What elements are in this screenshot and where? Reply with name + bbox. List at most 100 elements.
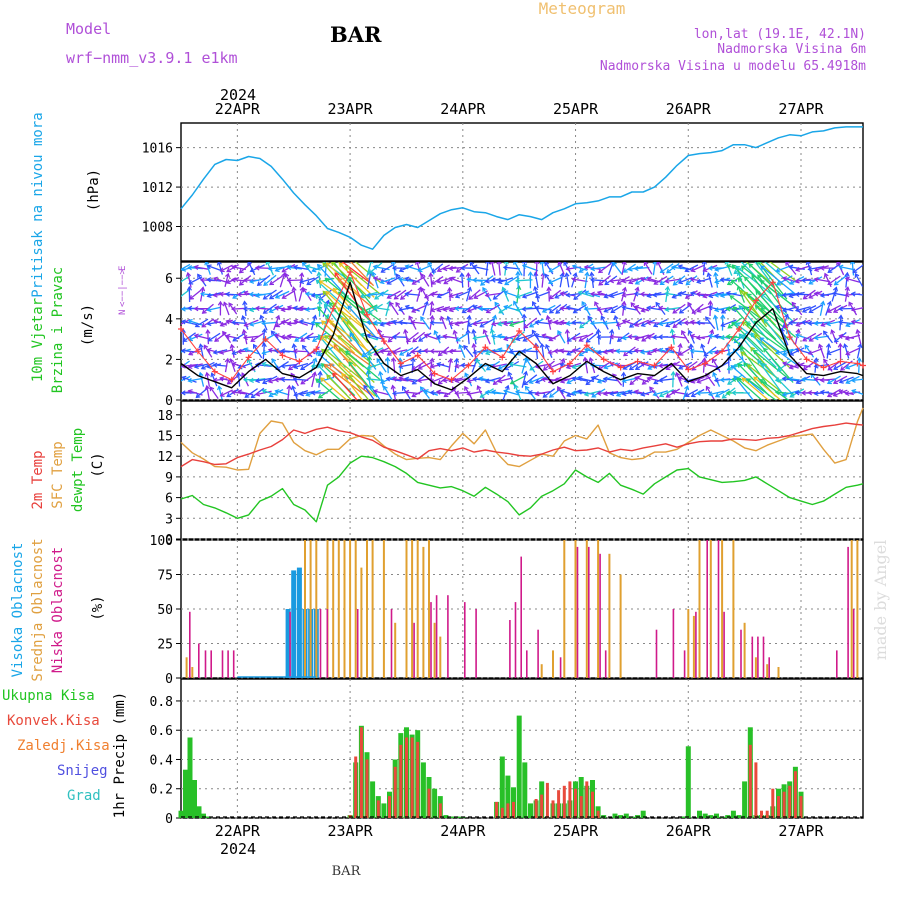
total-precip-bar (612, 813, 618, 818)
wind-arrow-head (658, 377, 664, 383)
wind-arrow (671, 390, 687, 395)
total-precip-bar (178, 810, 184, 818)
wind-arrow (827, 304, 842, 313)
wind-arrow-head (404, 304, 410, 310)
wind-arrow-head (819, 377, 825, 383)
wind-arrow-head (838, 264, 844, 270)
wind-arrow-head (219, 392, 225, 397)
wind-arrow-head (596, 378, 602, 384)
wind-arrow-head (633, 348, 639, 354)
wind-arrow (181, 375, 191, 382)
wind-arrow-head (522, 337, 528, 342)
wind-arrow-head (845, 379, 851, 384)
wind-arrow-head (850, 319, 856, 325)
wind-arrow-head (186, 285, 192, 291)
wind-arrow (591, 376, 607, 383)
wind-arrow-head (222, 330, 227, 336)
wind-arrow-head (621, 391, 627, 397)
low-cloud-bar (435, 595, 438, 678)
wind-arrow-head (726, 263, 732, 269)
conv-precip-bar (388, 796, 391, 818)
wind-arrow (320, 335, 357, 367)
day-label-bottom: 26APR (666, 822, 712, 840)
wind-arrow-head (332, 287, 338, 293)
wind-arrow-head (571, 390, 577, 396)
wind-arrow-head (324, 335, 330, 340)
wind-arrow-head (485, 365, 491, 371)
wind-arrow (735, 323, 772, 352)
wind-arrow-head (417, 364, 423, 370)
wind-arrow (543, 388, 556, 398)
wind-arrow (466, 315, 471, 330)
wind-arrow-head (417, 267, 423, 273)
wind-arrow-head (280, 376, 286, 383)
wind-arrow (826, 344, 830, 359)
wind-arrow (572, 334, 588, 340)
wind-arrow-head (634, 375, 640, 381)
wind-arrow-head (555, 309, 561, 314)
low-cloud-bar (751, 636, 754, 678)
wind-arrow (629, 318, 643, 328)
wind-arrow-head (658, 305, 664, 311)
wind-arrow-head (429, 363, 435, 369)
conv-precip-bar (512, 801, 515, 818)
wind-arrow (741, 377, 770, 400)
wind-arrow-head (659, 268, 665, 274)
wind-arrow-head (292, 264, 298, 270)
wind-arrow (795, 306, 811, 312)
wind-arrow (629, 360, 643, 371)
panel-frames: 10081012101602460369121518025507510000.2… (142, 122, 864, 827)
wind-arrow-head (188, 350, 194, 356)
wind-arrow-head (684, 392, 690, 398)
wind-arrow (299, 273, 303, 288)
wind-arrow-head (613, 315, 619, 321)
wind-arrow-head (464, 385, 469, 391)
wind-arrow (244, 348, 259, 355)
wind-arrow-head (788, 264, 794, 270)
wind-arrow-head (420, 287, 426, 293)
gust-marker (279, 352, 286, 359)
wind-arrow-head (741, 377, 747, 383)
total-precip-bar (742, 781, 748, 818)
wind-arrow (705, 316, 716, 330)
wind-arrow (269, 275, 283, 286)
gust-marker (364, 311, 370, 318)
wind-arrow (318, 387, 334, 399)
wind-arrow-head (646, 276, 652, 282)
wind-arrow-head (827, 268, 833, 273)
wind-arrow-head (837, 342, 843, 348)
wind-arrow-head (310, 363, 316, 369)
wind-arrow-head (634, 280, 640, 285)
wind-arrow-head (664, 278, 670, 284)
wind-arrow-head (850, 306, 856, 313)
wind-arrow (232, 278, 247, 282)
high-cloud-bar (285, 609, 291, 678)
wind-arrow-head (701, 262, 708, 265)
wind-arrow (217, 262, 224, 275)
low-cloud-bar (757, 636, 759, 678)
wind-arrow-head (471, 342, 477, 348)
wind-arrow (268, 266, 284, 270)
wind-arrow (455, 291, 469, 298)
wind-arrow-head (232, 336, 238, 342)
wind-ylabel-1: 10m Vjetar (30, 298, 46, 382)
wind-arrow-head (621, 292, 627, 298)
wind-arrow-head (596, 349, 602, 355)
wind-arrow-head (365, 376, 371, 382)
y-tick-label: 1012 (142, 181, 173, 196)
gust-marker (465, 362, 472, 369)
wind-arrow-head (231, 264, 237, 270)
wind-arrow-head (675, 371, 681, 377)
wind-arrow-head (553, 319, 559, 325)
y-tick-label: 18 (157, 409, 173, 424)
wind-arrow-head (423, 348, 429, 354)
wind-arrow (437, 291, 450, 298)
wind-arrow-head (478, 306, 484, 312)
wind-arrow-head (521, 262, 528, 264)
wind-arrow-head (653, 280, 659, 285)
wind-arrow-head (708, 333, 714, 339)
gust-marker (431, 370, 438, 377)
wind-arrow-head (757, 359, 763, 365)
wind-arrow (312, 264, 328, 272)
wind-arrow-head (696, 378, 702, 384)
